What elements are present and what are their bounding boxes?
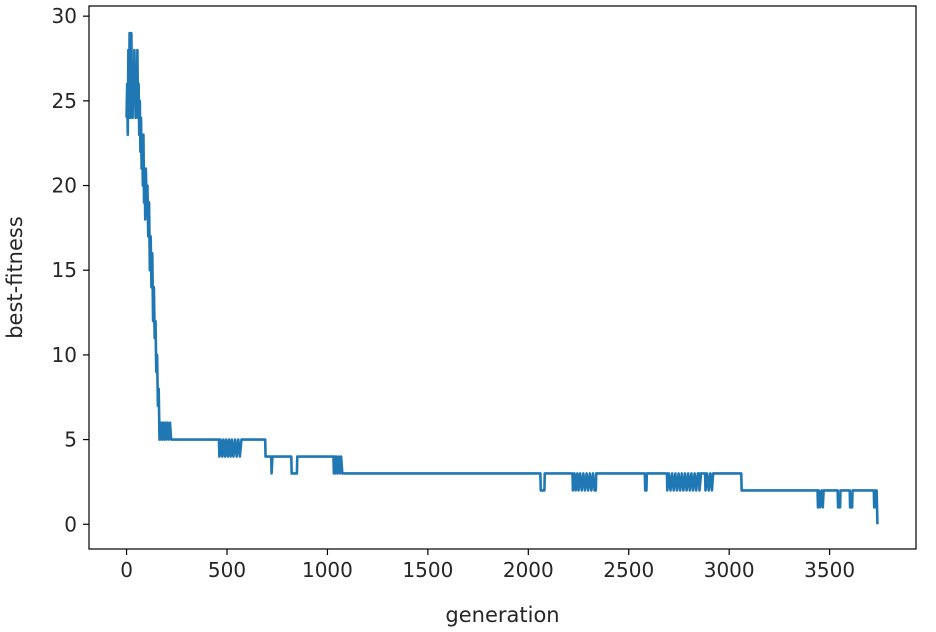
x-tick-label: 500	[208, 558, 246, 582]
x-tick-label: 1500	[402, 558, 453, 582]
plot-lines	[125, 31, 879, 525]
x-tick-label: 0	[120, 558, 133, 582]
series-line-0	[125, 31, 879, 525]
plot-frame	[88, 5, 917, 550]
x-tick-label: 3000	[704, 558, 755, 582]
x-tick-label: 2000	[503, 558, 554, 582]
y-tick-label: 20	[52, 174, 77, 198]
y-axis-label: best-fitness	[3, 216, 27, 339]
y-tick-label: 25	[52, 89, 77, 113]
x-tick-label: 3500	[804, 558, 855, 582]
y-tick-label: 15	[52, 258, 77, 282]
x-axis-label: generation	[445, 603, 559, 627]
y-tick-label: 0	[64, 512, 77, 536]
x-tick-label: 2500	[603, 558, 654, 582]
y-tick-label: 10	[52, 343, 77, 367]
axis-ticks: 0 500 1000 1500 2000 2500 3000 3500 0 5 10 15 20 25 30	[52, 4, 856, 582]
y-tick-label: 5	[64, 428, 77, 452]
y-tick-label: 30	[52, 4, 77, 28]
x-tick-label: 1000	[302, 558, 353, 582]
